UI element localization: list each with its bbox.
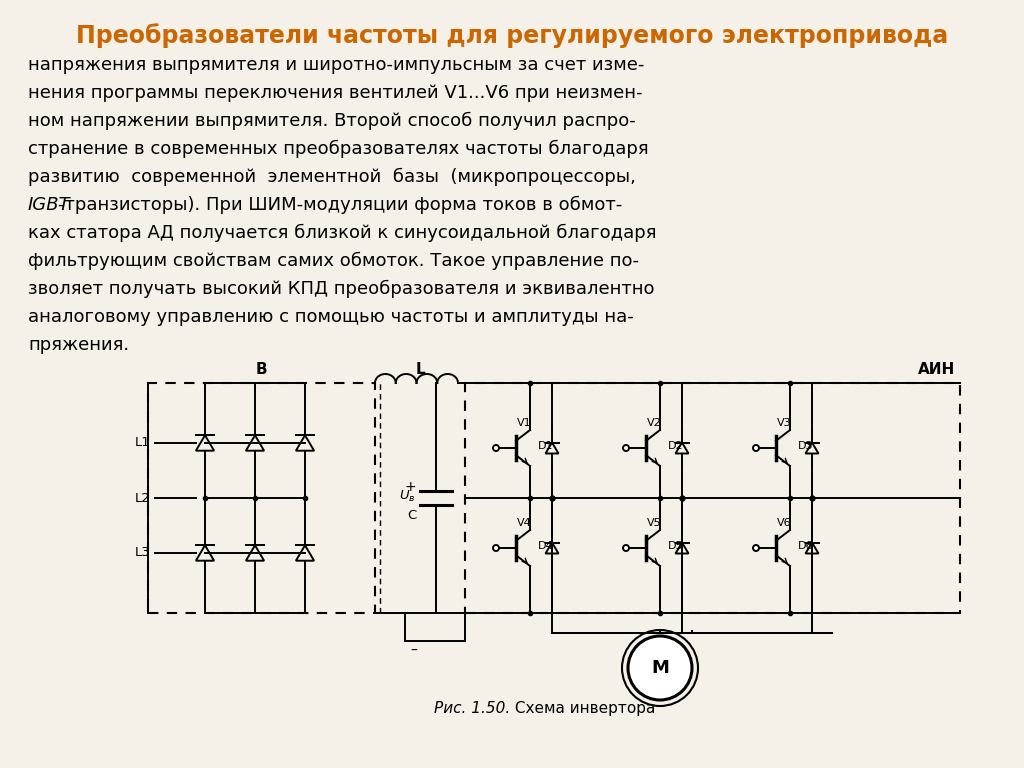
Text: нения программы переключения вентилей V1...V6 при неизмен-: нения программы переключения вентилей V1…	[28, 84, 642, 102]
Text: фильтрующим свойствам самих обмоток. Такое управление по-: фильтрующим свойствам самих обмоток. Так…	[28, 252, 639, 270]
Text: D4: D4	[538, 541, 554, 551]
Text: аналоговому управлению с помощью частоты и амплитуды на-: аналоговому управлению с помощью частоты…	[28, 308, 634, 326]
Text: C: C	[407, 509, 416, 522]
Text: ном напряжении выпрямителя. Второй способ получил распро-: ном напряжении выпрямителя. Второй спосо…	[28, 112, 636, 131]
Text: L1: L1	[135, 436, 151, 449]
Text: V5: V5	[647, 518, 662, 528]
Text: IGBT: IGBT	[28, 196, 71, 214]
Text: развитию  современной  элементной  базы  (микропроцессоры,: развитию современной элементной базы (ми…	[28, 168, 636, 187]
Text: Схема инвертора: Схема инвертора	[510, 701, 655, 716]
Text: +: +	[404, 480, 416, 494]
Text: АИН: АИН	[918, 362, 955, 377]
Text: $U_в$: $U_в$	[399, 488, 416, 504]
Text: V3: V3	[777, 418, 792, 428]
Text: странение в современных преобразователях частоты благодаря: странение в современных преобразователях…	[28, 140, 648, 158]
Bar	[148, 383, 375, 613]
Text: М: М	[651, 659, 669, 677]
Text: V4: V4	[517, 518, 531, 528]
Circle shape	[493, 445, 499, 451]
Text: зволяет получать высокий КПД преобразователя и эквивалентно: зволяет получать высокий КПД преобразова…	[28, 280, 654, 298]
Text: D2: D2	[668, 441, 684, 451]
Text: V2: V2	[647, 418, 662, 428]
Circle shape	[493, 545, 499, 551]
Text: пряжения.: пряжения.	[28, 336, 129, 354]
Text: Рис. 1.50.: Рис. 1.50.	[434, 701, 510, 716]
Circle shape	[628, 636, 692, 700]
Text: напряжения выпрямителя и широтно-импульсным за счет изме-: напряжения выпрямителя и широтно-импульс…	[28, 56, 644, 74]
Text: ках статора АД получается близкой к синусоидальной благодаря: ках статора АД получается близкой к сину…	[28, 224, 656, 242]
Text: L2: L2	[135, 492, 151, 505]
Text: D5: D5	[668, 541, 683, 551]
Text: D6: D6	[798, 541, 813, 551]
Text: D3: D3	[798, 441, 813, 451]
Circle shape	[623, 445, 629, 451]
Text: V6: V6	[777, 518, 792, 528]
Circle shape	[753, 545, 759, 551]
Text: V1: V1	[517, 418, 531, 428]
Circle shape	[753, 445, 759, 451]
Text: L: L	[415, 362, 425, 377]
Text: –: –	[410, 644, 417, 658]
Text: Преобразователи частоты для регулируемого электропривода: Преобразователи частоты для регулируемог…	[76, 23, 948, 48]
Circle shape	[623, 545, 629, 551]
Text: -транзисторы). При ШИМ-модуляции форма токов в обмот-: -транзисторы). При ШИМ-модуляции форма т…	[58, 196, 623, 214]
Text: В: В	[256, 362, 267, 377]
Text: D1: D1	[538, 441, 554, 451]
Text: L3: L3	[135, 547, 151, 560]
Bar	[465, 383, 961, 613]
